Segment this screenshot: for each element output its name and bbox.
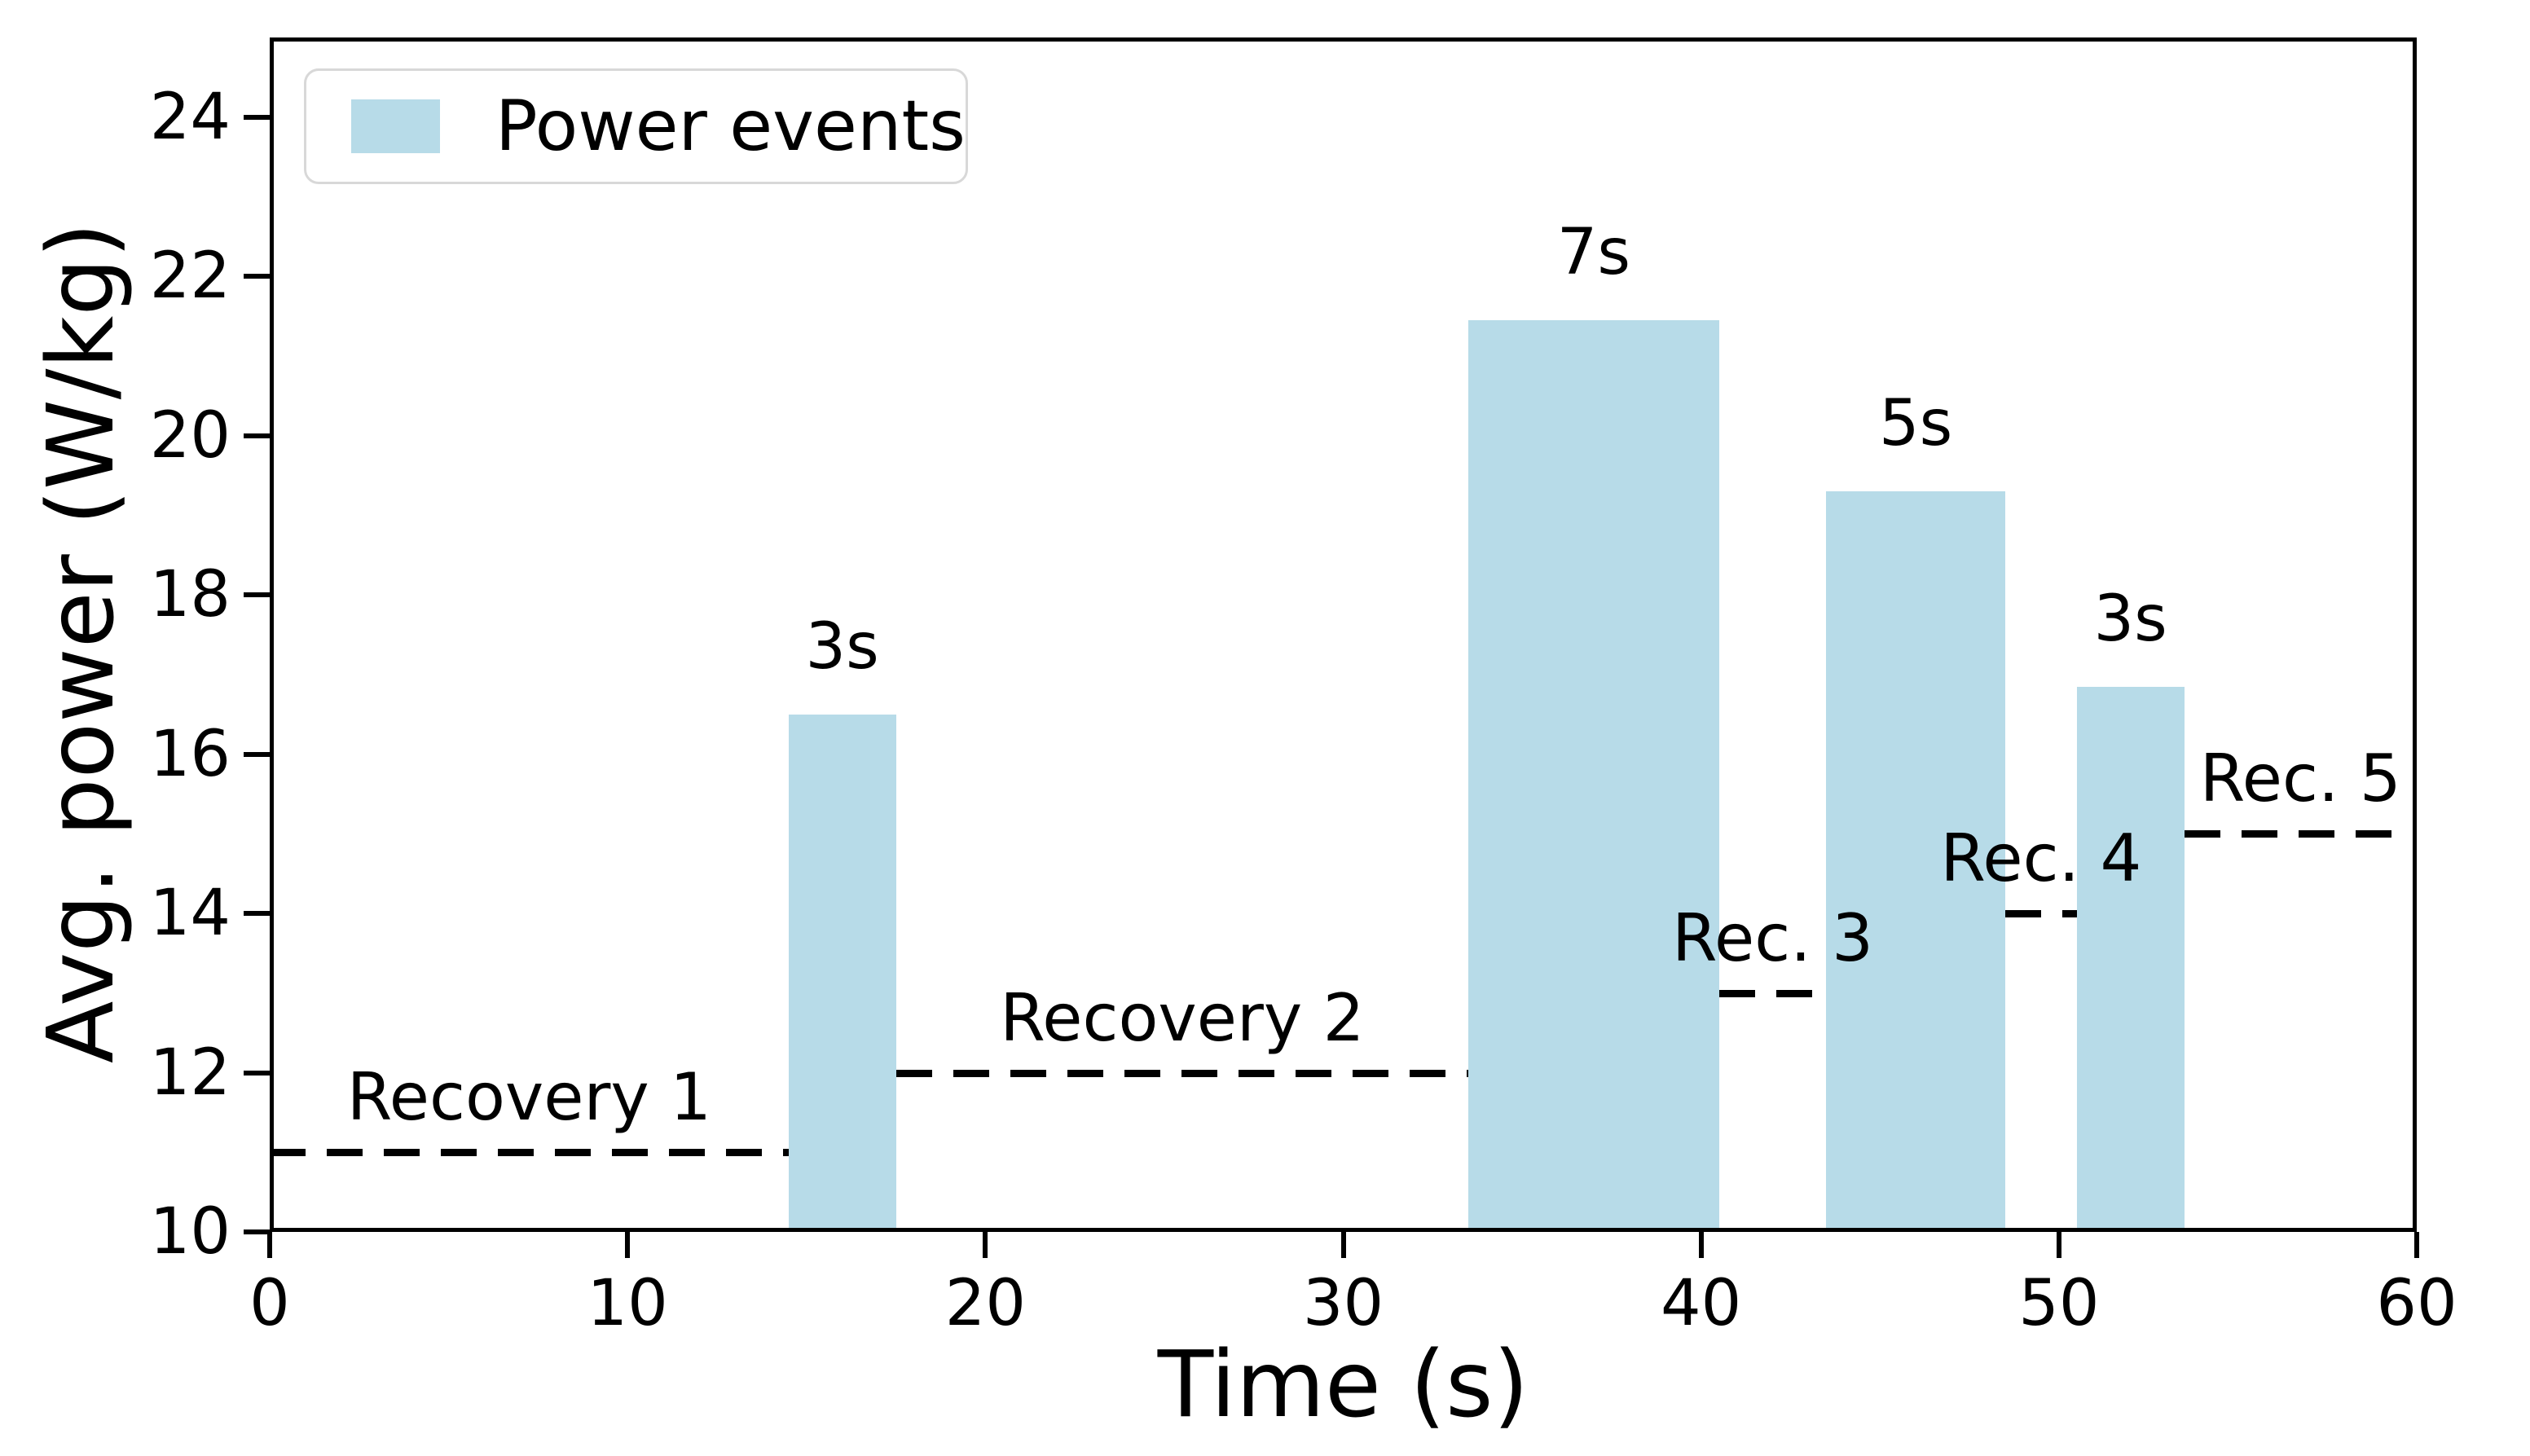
power-event-bar	[1826, 491, 2005, 1228]
y-tick-label: 24	[149, 80, 231, 154]
x-tick-mark	[267, 1232, 272, 1258]
bar-duration-label: 5s	[1879, 387, 1953, 461]
y-tick-label: 14	[149, 877, 231, 951]
recovery-line	[895, 1069, 1469, 1077]
recovery-label: Rec. 4	[1940, 820, 2142, 897]
bar-duration-label: 7s	[1556, 215, 1631, 289]
x-tick-label: 50	[2018, 1267, 2100, 1340]
bar-duration-label: 3s	[805, 609, 879, 684]
x-tick-mark	[1340, 1232, 1346, 1258]
y-tick-mark	[244, 433, 270, 438]
power-event-bar	[2076, 686, 2185, 1228]
y-tick-mark	[244, 911, 270, 917]
x-tick-label: 40	[1661, 1267, 1742, 1340]
y-tick-mark	[244, 1229, 270, 1234]
power-event-bar	[788, 714, 896, 1228]
recovery-line	[270, 1149, 789, 1157]
y-tick-mark	[244, 751, 270, 757]
y-tick-label: 18	[149, 558, 231, 632]
recovery-line	[2004, 910, 2077, 918]
y-tick-mark	[244, 114, 270, 120]
x-tick-mark	[2056, 1232, 2061, 1258]
axes-frame	[270, 37, 2417, 1232]
bar-duration-label: 3s	[2093, 582, 2167, 656]
x-axis-title: Time (s)	[1157, 1332, 1529, 1438]
y-tick-label: 20	[149, 398, 231, 473]
x-tick-mark	[2414, 1232, 2419, 1258]
legend: Power events	[304, 68, 968, 184]
power-event-bar	[1468, 319, 1719, 1228]
x-tick-mark	[983, 1232, 988, 1258]
recovery-label: Rec. 5	[2199, 741, 2401, 817]
y-tick-label: 12	[149, 1036, 231, 1110]
x-tick-mark	[1698, 1232, 1704, 1258]
recovery-label: Rec. 3	[1672, 900, 1873, 976]
x-tick-label: 60	[2376, 1267, 2457, 1340]
legend-swatch-power-events	[351, 99, 440, 153]
x-tick-label: 30	[1302, 1267, 1384, 1340]
x-tick-label: 20	[944, 1267, 1026, 1340]
x-tick-label: 10	[587, 1267, 668, 1340]
y-tick-label: 10	[149, 1195, 231, 1269]
recovery-line	[2184, 830, 2417, 838]
x-tick-label: 0	[249, 1267, 290, 1340]
y-tick-label: 16	[149, 717, 231, 791]
y-tick-mark	[244, 1070, 270, 1076]
y-tick-mark	[244, 592, 270, 598]
recovery-label: Recovery 1	[346, 1059, 712, 1136]
x-tick-mark	[625, 1232, 631, 1258]
y-axis-title: Avg. power (W/kg)	[29, 222, 134, 1064]
recovery-label: Recovery 2	[1000, 979, 1365, 1056]
y-tick-mark	[244, 274, 270, 279]
y-tick-label: 22	[149, 240, 231, 314]
recovery-line	[1718, 989, 1827, 997]
legend-label: Power events	[495, 86, 966, 167]
